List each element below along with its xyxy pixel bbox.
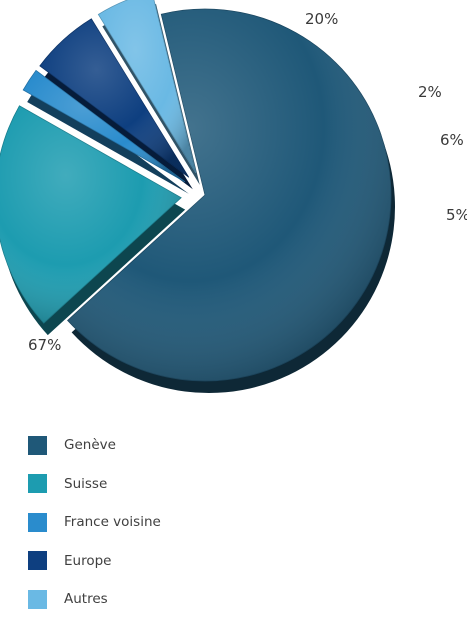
pie-slices — [0, 0, 392, 382]
pie-labels: 67% 20% 2% 6% 5% — [28, 10, 467, 354]
legend-swatch-europe — [28, 551, 47, 571]
legend-label-geneve: Genève — [64, 437, 116, 454]
legend: Genève Suisse France voisine Europe Autres — [28, 426, 161, 619]
legend-swatch-geneve — [28, 435, 47, 455]
pie-label-suisse: 20% — [305, 10, 338, 28]
legend-swatch-autres — [28, 589, 47, 609]
pie-slice-shading-france-voisine — [23, 70, 185, 182]
legend-item-suisse: Suisse — [28, 465, 161, 504]
pie-slice-shading-europe — [39, 18, 189, 178]
legend-swatch-suisse — [28, 474, 47, 494]
pie-slice-shading-suisse — [0, 105, 182, 324]
pie-chart: 67% 20% 2% 6% 5% — [0, 0, 467, 394]
legend-item-geneve: Genève — [28, 426, 161, 465]
legend-item-france-voisine: France voisine — [28, 503, 161, 542]
pie-slice-shading-autres — [98, 0, 196, 173]
pie-label-autres: 5% — [446, 206, 467, 224]
pie-label-france-voisine: 2% — [418, 83, 442, 101]
pie-label-geneve: 67% — [28, 336, 61, 354]
legend-swatch-france-voisine — [28, 512, 47, 532]
pie-slice-shading-geneve — [67, 9, 392, 382]
pie-label-europe: 6% — [440, 131, 464, 149]
legend-item-europe: Europe — [28, 542, 161, 581]
legend-item-autres: Autres — [28, 580, 161, 619]
legend-label-france-voisine: France voisine — [64, 514, 161, 531]
legend-label-europe: Europe — [64, 552, 112, 569]
legend-label-autres: Autres — [64, 591, 108, 608]
legend-label-suisse: Suisse — [64, 475, 108, 492]
